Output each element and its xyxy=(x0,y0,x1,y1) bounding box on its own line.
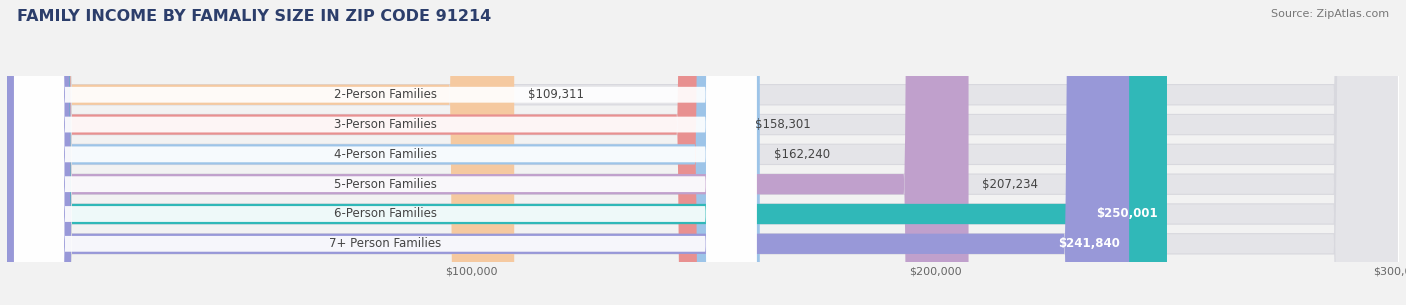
FancyBboxPatch shape xyxy=(7,0,969,305)
FancyBboxPatch shape xyxy=(7,0,1167,305)
Text: $241,840: $241,840 xyxy=(1057,237,1119,250)
Text: 4-Person Families: 4-Person Families xyxy=(333,148,437,161)
Text: $207,234: $207,234 xyxy=(983,178,1039,191)
FancyBboxPatch shape xyxy=(14,0,756,305)
FancyBboxPatch shape xyxy=(14,0,756,305)
Text: 2-Person Families: 2-Person Families xyxy=(333,88,437,101)
Text: $162,240: $162,240 xyxy=(773,148,830,161)
FancyBboxPatch shape xyxy=(7,0,1399,305)
FancyBboxPatch shape xyxy=(7,0,1129,305)
Text: 6-Person Families: 6-Person Families xyxy=(333,207,437,221)
FancyBboxPatch shape xyxy=(7,0,759,305)
Text: FAMILY INCOME BY FAMALIY SIZE IN ZIP CODE 91214: FAMILY INCOME BY FAMALIY SIZE IN ZIP COD… xyxy=(17,9,491,24)
Text: $158,301: $158,301 xyxy=(755,118,811,131)
FancyBboxPatch shape xyxy=(14,0,756,305)
FancyBboxPatch shape xyxy=(7,0,741,305)
FancyBboxPatch shape xyxy=(7,0,1399,305)
Text: 3-Person Families: 3-Person Families xyxy=(333,118,437,131)
Text: 7+ Person Families: 7+ Person Families xyxy=(329,237,441,250)
FancyBboxPatch shape xyxy=(7,0,1399,305)
FancyBboxPatch shape xyxy=(14,0,756,305)
Text: $109,311: $109,311 xyxy=(529,88,583,101)
FancyBboxPatch shape xyxy=(14,0,756,305)
FancyBboxPatch shape xyxy=(7,0,1399,305)
FancyBboxPatch shape xyxy=(7,0,1399,305)
Text: Source: ZipAtlas.com: Source: ZipAtlas.com xyxy=(1271,9,1389,19)
FancyBboxPatch shape xyxy=(7,0,1399,305)
FancyBboxPatch shape xyxy=(14,0,756,305)
FancyBboxPatch shape xyxy=(7,0,515,305)
Text: $250,001: $250,001 xyxy=(1097,207,1157,221)
Text: 5-Person Families: 5-Person Families xyxy=(333,178,437,191)
